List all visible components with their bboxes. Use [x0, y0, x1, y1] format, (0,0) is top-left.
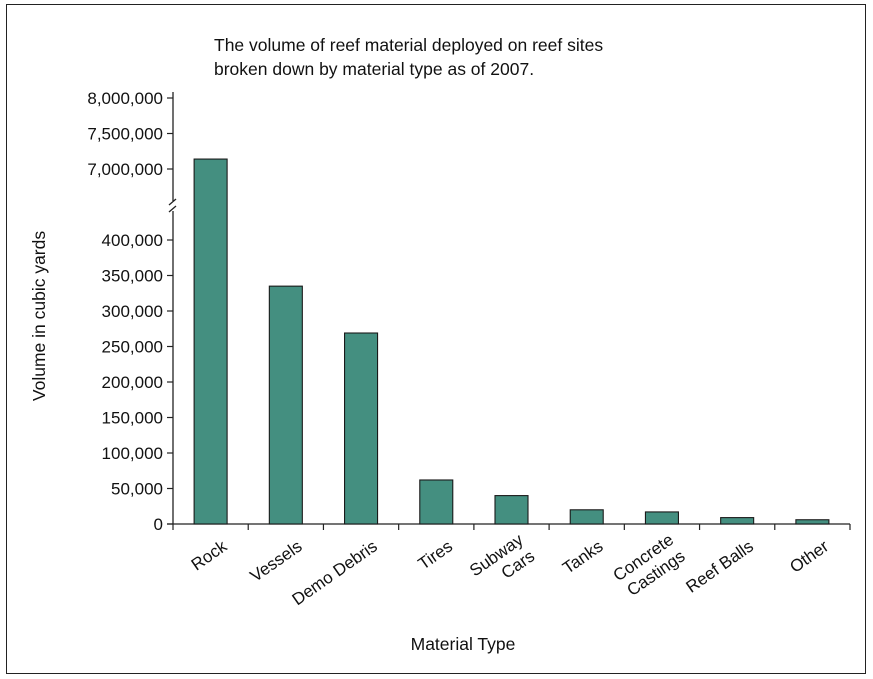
x-tick-label: Vessels [247, 537, 306, 586]
x-axis-title: Material Type [411, 634, 516, 654]
y-tick-label: 0 [154, 515, 163, 534]
y-tick-label: 250,000 [102, 338, 163, 357]
bar [720, 517, 755, 525]
axis-break-mark [168, 205, 177, 213]
bar [268, 285, 303, 525]
y-tick-label: 200,000 [102, 373, 163, 392]
bar [344, 332, 379, 525]
chart-title: The volume of reef material deployed on … [214, 35, 603, 79]
bar [494, 495, 529, 525]
x-tick-label: Other [786, 536, 832, 576]
y-tick-label: 350,000 [102, 267, 163, 286]
y-tick-label: 8,000,000 [87, 89, 163, 108]
x-tick-label: ConcreteCastings [610, 530, 689, 602]
bar [193, 158, 228, 525]
bar-chart: The volume of reef material deployed on … [29, 35, 851, 654]
y-tick-label: 150,000 [102, 409, 163, 428]
axis-break-mark [168, 198, 177, 206]
y-axis-ticks: 0 50,000 100,000 150,000 200,000 250,000 300,0… [87, 89, 173, 534]
bar [795, 519, 830, 525]
chart-title-line-1: The volume of reef material deployed on … [214, 35, 603, 55]
y-axis-title: Volume in cubic yards [29, 231, 49, 401]
y-tick-label: 400,000 [102, 231, 163, 250]
chart-frame: The volume of reef material deployed on … [6, 4, 866, 674]
x-tick-label: Demo Debris [289, 537, 381, 609]
x-tick-label: Rock [188, 536, 231, 574]
bars [172, 158, 851, 530]
bar [419, 479, 454, 525]
y-tick-label: 50,000 [111, 480, 163, 499]
y-tick-label: 7,500,000 [87, 125, 163, 144]
y-tick-label: 7,000,000 [87, 160, 163, 179]
x-tick-label: Reef Balls [683, 537, 757, 597]
chart-title-line-2: broken down by material type as of 2007. [214, 59, 534, 79]
bar [644, 511, 679, 525]
x-tick-label: Tanks [559, 537, 606, 578]
y-tick-label: 300,000 [102, 302, 163, 321]
x-tick-label: Tires [415, 537, 456, 574]
x-tick-label: SubwayCars [466, 530, 538, 597]
y-tick-label: 100,000 [102, 444, 163, 463]
bar [569, 509, 604, 525]
